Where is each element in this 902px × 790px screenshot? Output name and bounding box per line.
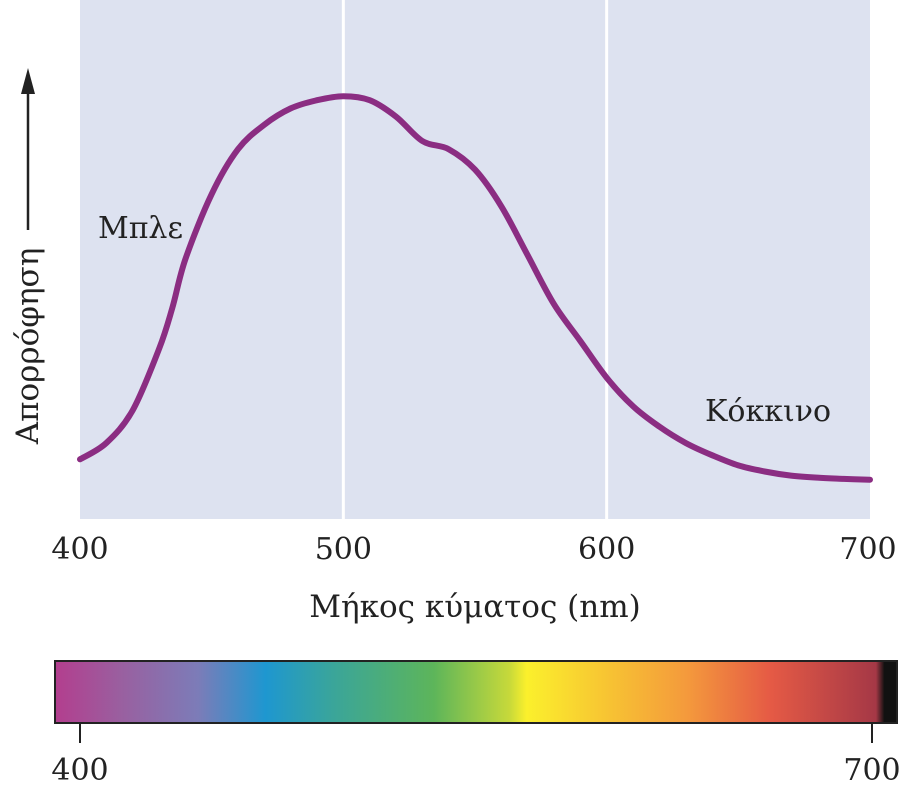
y-axis-arrow (21, 68, 35, 230)
spectrum-bar (54, 660, 898, 724)
spectrum-tick-label-400: 400 (51, 753, 108, 788)
x-tick-label-400: 400 (51, 532, 108, 567)
annotation-red: Κόκκινο (705, 394, 831, 429)
x-tick-label-500: 500 (315, 532, 372, 567)
plot-area (80, 0, 870, 519)
grid-lines (341, 0, 609, 519)
spectrum-tick-label-700: 700 (843, 753, 900, 788)
annotation-blue: Μπλε (98, 211, 183, 246)
x-tick-labels: 400 500 600 700 (51, 532, 896, 567)
x-tick-label-600: 600 (578, 532, 635, 567)
absorption-curve (77, 93, 873, 483)
y-axis-title: Απορρόφηση (10, 248, 46, 446)
spectrum-tick-labels: 400 700 (51, 723, 901, 788)
x-axis-title: Μήκος κύματος (nm) (309, 589, 640, 625)
x-tick-label-700: 700 (839, 532, 896, 567)
